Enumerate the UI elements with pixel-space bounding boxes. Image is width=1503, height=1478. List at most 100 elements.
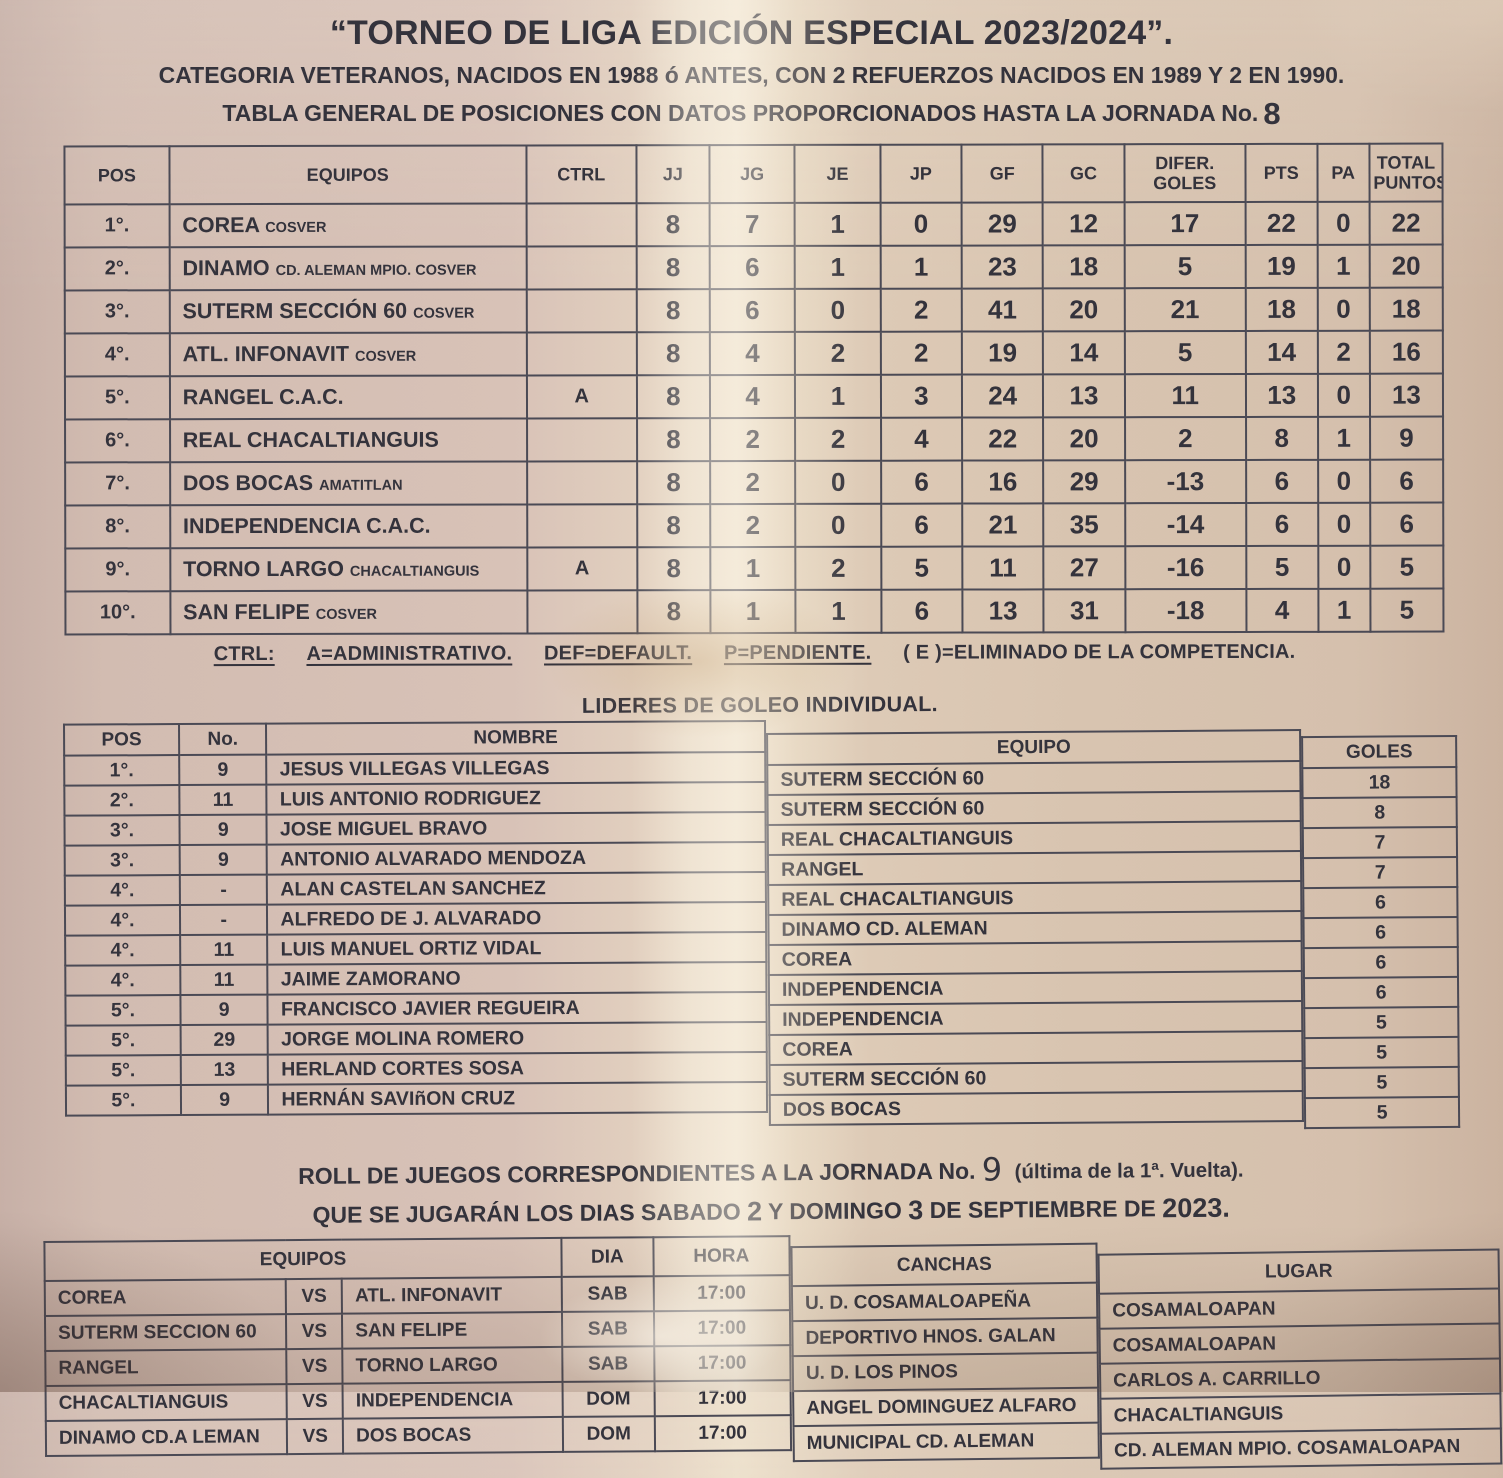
cell-jj: 8 bbox=[637, 590, 710, 633]
cell-lugar: CD. ALEMAN MPIO. COSAMALOAPAN bbox=[1101, 1428, 1501, 1468]
goleo-equipo-row: RANGEL bbox=[768, 851, 1301, 885]
cell-goleo-goles: 5 bbox=[1305, 1097, 1459, 1128]
cell-goleo-nombre: LUIS MANUEL ORTIZ VIDAL bbox=[268, 932, 766, 965]
goleo-equipo-row: DOS BOCAS bbox=[769, 1091, 1302, 1125]
cell-dia: DOM bbox=[562, 1381, 654, 1417]
standings-row: 9°. TORNO LARGO CHACALTIANGUIS A 8 1 2 5… bbox=[65, 546, 1443, 592]
cell-goleo-goles: 6 bbox=[1304, 947, 1458, 978]
cell-jp: 5 bbox=[881, 547, 962, 590]
goleo-equipo-row: SUTERM SECCIÓN 60 bbox=[769, 1061, 1302, 1095]
cell-pos: 1°. bbox=[65, 204, 170, 247]
schedule-table-lugar: LUGAR COSAMALOAPAN COSAMALOAPAN bbox=[1098, 1248, 1503, 1469]
cell-total-puntos: 5 bbox=[1370, 546, 1443, 589]
goleo-equipo-row: COREA bbox=[769, 1031, 1302, 1065]
cell-jg: 7 bbox=[709, 203, 795, 246]
cell-team: TORNO LARGO CHACALTIANGUIS bbox=[170, 547, 527, 591]
cell-pos: 9°. bbox=[65, 548, 170, 591]
cell-goleo-goles: 8 bbox=[1302, 797, 1456, 828]
cell-jp: 6 bbox=[881, 461, 962, 504]
cell-home-team: COREA bbox=[45, 1279, 287, 1316]
cell-pts: 6 bbox=[1246, 460, 1318, 503]
cell-hora: 17:00 bbox=[654, 1415, 791, 1451]
standings-row: 5°. RANGEL C.A.C. A 8 4 1 3 24 13 11 13 … bbox=[65, 374, 1443, 420]
legend-pendiente: P=PENDIENTE. bbox=[724, 642, 871, 664]
cell-away-team: DOS BOCAS bbox=[343, 1417, 563, 1454]
col-header-difer-goles: DIFER. GOLES bbox=[1124, 144, 1245, 202]
cell-goleo-equipo: COREA bbox=[768, 941, 1301, 975]
cell-dia: DOM bbox=[563, 1416, 655, 1452]
goleo-equipo-header-row: EQUIPO bbox=[767, 730, 1300, 765]
lugar-row: CHACALTIANGUIS bbox=[1101, 1393, 1501, 1433]
cell-goleo-pos: 2°. bbox=[64, 785, 179, 816]
category-line: CATEGORIA VETERANOS, NACIDOS EN 1988 ó A… bbox=[0, 62, 1503, 89]
cell-goleo-no: 9 bbox=[180, 995, 268, 1025]
cancha-row: U. D. LOS PINOS bbox=[793, 1353, 1099, 1391]
cell-ctrl bbox=[526, 289, 636, 332]
cell-je: 2 bbox=[796, 547, 882, 590]
cancha-row: MUNICIPAL CD. ALEMAN bbox=[793, 1423, 1099, 1461]
schedule-section: ROLL DE JUEGOS CORRESPONDIENTES A LA JOR… bbox=[43, 1147, 1501, 1478]
cell-gf: 24 bbox=[962, 374, 1043, 417]
cell-goleo-no: 9 bbox=[179, 815, 267, 845]
cell-ctrl bbox=[526, 246, 636, 289]
cell-ctrl bbox=[527, 504, 637, 547]
goleo-goles-row: 5 bbox=[1305, 1067, 1459, 1098]
cell-difer-goles: 17 bbox=[1124, 202, 1245, 245]
schedule-row: DINAMO CD.A LEMAN VS DOS BOCAS DOM 17:00 bbox=[46, 1415, 791, 1456]
cell-pos: 7°. bbox=[65, 462, 170, 505]
cell-pa: 1 bbox=[1318, 589, 1370, 632]
col-header-je: JE bbox=[795, 145, 881, 203]
cell-goleo-equipo: SUTERM SECCIÓN 60 bbox=[769, 1061, 1302, 1095]
cell-lugar: CARLOS A. CARRILLO bbox=[1100, 1358, 1500, 1398]
cell-goleo-no: 11 bbox=[180, 965, 268, 995]
page-title: “TORNEO DE LIGA EDICIÓN ESPECIAL 2023/20… bbox=[0, 14, 1503, 53]
cell-pts: 22 bbox=[1245, 202, 1317, 245]
schedule-subtitle-s1: QUE SE JUGARÁN LOS DIAS SABADO bbox=[312, 1199, 740, 1228]
cell-away-team: SAN FELIPE bbox=[342, 1312, 562, 1349]
team-suffix: AMATITLAN bbox=[319, 478, 403, 494]
cell-goleo-no: 29 bbox=[180, 1025, 268, 1055]
cell-gf: 22 bbox=[962, 417, 1043, 460]
goleo-equipo-row: INDEPENDENCIA bbox=[768, 971, 1301, 1005]
cell-lugar: COSAMALOAPAN bbox=[1100, 1323, 1500, 1363]
cell-jj: 8 bbox=[636, 203, 709, 246]
goleo-equipo-row: REAL CHACALTIANGUIS bbox=[768, 881, 1301, 915]
cell-jj: 8 bbox=[637, 547, 710, 590]
cell-difer-goles: -13 bbox=[1125, 460, 1246, 503]
cell-goleo-pos: 5°. bbox=[66, 1025, 181, 1056]
cell-goleo-goles: 18 bbox=[1302, 767, 1456, 798]
standings-row: 4°. ATL. INFONAVIT COSVER 8 4 2 2 19 14 … bbox=[65, 331, 1443, 377]
goleo-row: 4°. - ALAN CASTELAN SANCHEZ bbox=[65, 872, 766, 906]
col-header-gf: GF bbox=[961, 144, 1042, 202]
cell-total-puntos: 16 bbox=[1370, 331, 1443, 374]
cell-total-puntos: 5 bbox=[1370, 589, 1443, 632]
cell-home-team: SUTERM SECCION 60 bbox=[45, 1314, 287, 1351]
goleo-equipo-row: REAL CHACALTIANGUIS bbox=[767, 821, 1300, 855]
goleo-equipo-row: SUTERM SECCIÓN 60 bbox=[767, 791, 1300, 825]
cell-difer-goles: 2 bbox=[1125, 417, 1246, 460]
cell-jj: 8 bbox=[637, 246, 710, 289]
goleo-goles-row: 5 bbox=[1304, 1037, 1458, 1068]
team-suffix: COSVER bbox=[413, 306, 474, 322]
schedule-subtitle-s3: DE SEPTIEMBRE DE bbox=[930, 1195, 1156, 1223]
cell-gc: 14 bbox=[1043, 331, 1124, 374]
cell-vs: VS bbox=[287, 1384, 343, 1419]
goleo-goles-row: 8 bbox=[1302, 797, 1456, 828]
cell-goleo-pos: 3°. bbox=[65, 845, 180, 876]
cell-jg: 6 bbox=[710, 246, 796, 289]
cell-team: DOS BOCAS AMATITLAN bbox=[170, 461, 527, 505]
cell-jp: 1 bbox=[880, 246, 961, 289]
col-header-goleo-goles: GOLES bbox=[1302, 736, 1456, 768]
team-suffix: CHACALTIANGUIS bbox=[350, 564, 479, 580]
cell-gc: 20 bbox=[1043, 417, 1124, 460]
cell-goleo-no: 9 bbox=[181, 1085, 269, 1115]
cell-goleo-goles: 7 bbox=[1303, 827, 1457, 858]
cell-jg: 4 bbox=[710, 375, 796, 418]
cell-goleo-nombre: ALFREDO DE J. ALVARADO bbox=[267, 902, 765, 935]
cell-pts: 18 bbox=[1246, 288, 1318, 331]
cell-goleo-pos: 5°. bbox=[65, 995, 180, 1026]
cell-cancha: ANGEL DOMINGUEZ ALFARO bbox=[793, 1388, 1099, 1426]
col-header-jj: JJ bbox=[636, 145, 709, 203]
cell-home-team: CHACALTIANGUIS bbox=[46, 1384, 288, 1421]
